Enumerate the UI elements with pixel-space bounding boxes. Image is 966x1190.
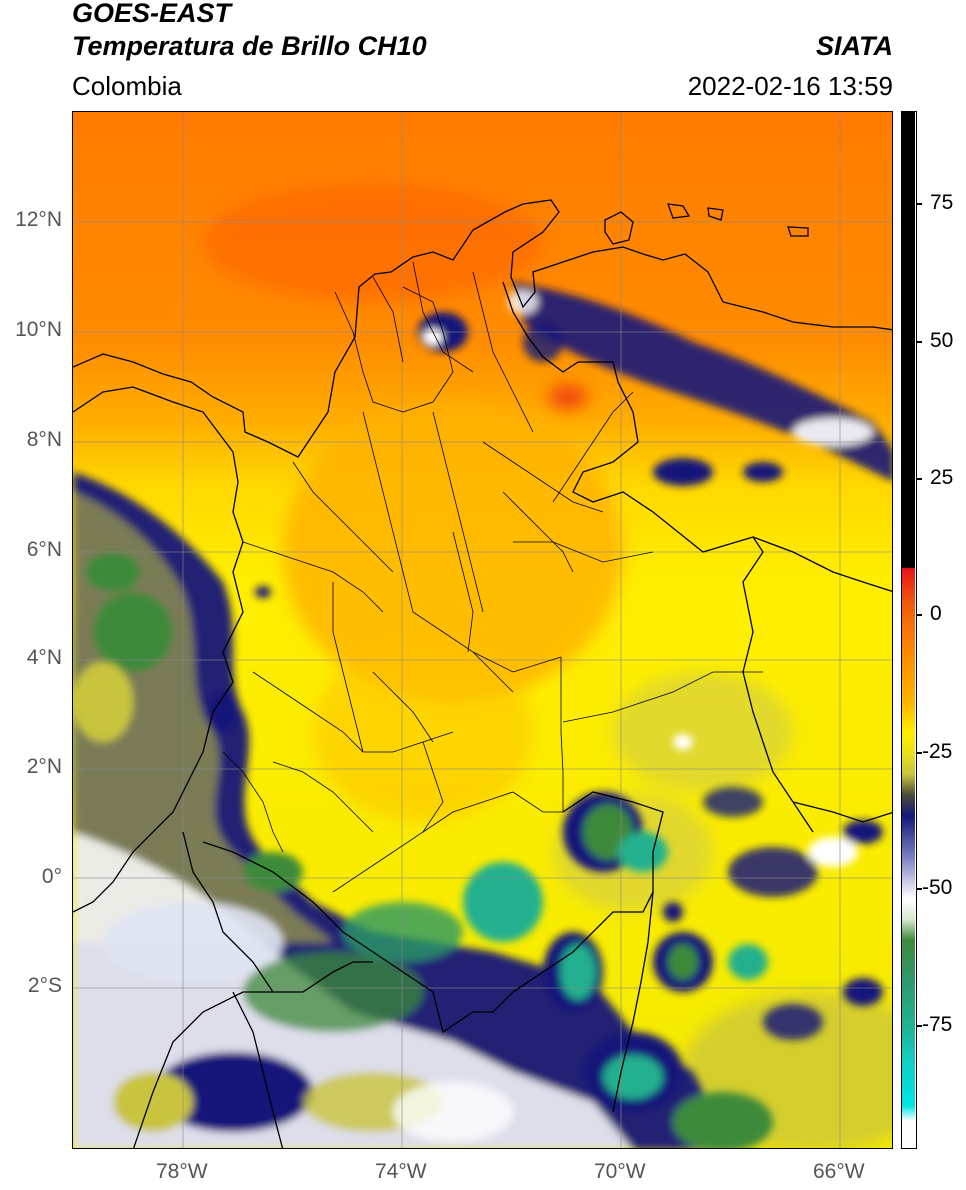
lat-label-6n: 6°N (26, 538, 62, 561)
lat-label-0: 0° (41, 865, 62, 888)
agency-label: SIATA (816, 31, 893, 61)
cb-label-50: 50 (930, 329, 954, 352)
cb-label-75: 75 (930, 191, 954, 214)
country-borders (73, 199, 892, 1148)
cb-tick-0 (917, 614, 922, 616)
lon-label-66w: 66°W (813, 1160, 865, 1183)
department-borders (222, 261, 763, 893)
lat-label-2n: 2°N (26, 755, 62, 778)
timestamp-label: 2022-02-16 13:59 (687, 71, 893, 101)
cb-label-minus50: -50 (922, 876, 953, 899)
lat-label-8n: 8°N (26, 428, 62, 451)
lat-label-2s: 2°S (27, 974, 62, 997)
cb-tick-75 (917, 203, 922, 205)
region-label: Colombia (72, 71, 182, 101)
lat-label-4n: 4°N (26, 646, 62, 669)
cb-tick-minus25 (917, 752, 922, 754)
satellite-title: GOES-EAST (72, 0, 232, 28)
lat-label-12n: 12°N (15, 208, 62, 231)
colorbar-gradient (902, 112, 915, 1147)
lon-label-78w: 78°W (156, 1160, 208, 1183)
cold-clouds (73, 282, 892, 1148)
lat-label-10n: 10°N (15, 318, 62, 341)
satellite-map (72, 111, 893, 1149)
cb-tick-minus75 (917, 1025, 922, 1027)
lon-label-70w: 70°W (594, 1160, 646, 1183)
cb-tick-25 (917, 478, 922, 480)
cb-tick-50 (917, 341, 922, 343)
brightness-temperature-field (73, 112, 892, 1148)
product-title: Temperatura de Brillo CH10 (72, 31, 427, 61)
cb-label-25: 25 (930, 466, 954, 489)
graticule (73, 112, 892, 1148)
temperature-colorbar (901, 111, 917, 1149)
cb-label-0: 0 (930, 602, 942, 625)
cb-label-minus25: -25 (922, 740, 953, 763)
cb-label-minus75: -75 (922, 1013, 953, 1036)
cb-tick-minus50 (917, 888, 922, 890)
lon-label-74w: 74°W (375, 1160, 427, 1183)
